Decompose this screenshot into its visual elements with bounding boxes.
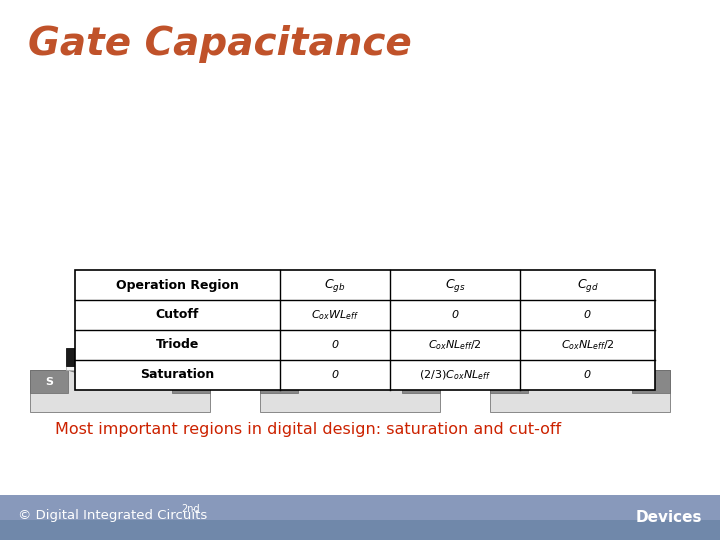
Text: 0: 0 (451, 310, 459, 320)
Text: Gate Capacitance: Gate Capacitance (28, 25, 412, 63)
Bar (75, 270, 655, 390)
Bar (402, 370, 440, 393)
Text: $C_{ox}WL_{eff}$: $C_{ox}WL_{eff}$ (311, 308, 359, 322)
Bar (0, 519, 720, 540)
Text: D: D (416, 376, 426, 387)
Text: G: G (345, 300, 355, 313)
Text: S: S (275, 376, 283, 387)
Bar (260, 370, 440, 412)
Text: Triode: Triode (156, 339, 199, 352)
Bar (0, 495, 720, 540)
Text: S: S (45, 376, 53, 387)
Text: 2nd: 2nd (181, 503, 199, 514)
Text: © Digital Integrated Circuits: © Digital Integrated Circuits (18, 509, 207, 522)
Text: Devices: Devices (636, 510, 702, 525)
Text: D: D (647, 376, 656, 387)
Bar (296, 366, 404, 370)
Text: $C_{gd}$: $C_{gd}$ (577, 276, 598, 294)
Text: $C_{gb}$: $C_{gb}$ (324, 276, 346, 294)
Bar (30, 370, 210, 412)
Text: Most important regions in digital design: saturation and cut-off: Most important regions in digital design… (55, 422, 561, 437)
Bar (490, 370, 528, 393)
Text: 0: 0 (584, 370, 591, 380)
Text: $C_{GC}$: $C_{GC}$ (594, 329, 615, 342)
Text: 0: 0 (331, 340, 338, 350)
Bar (66, 366, 174, 370)
Text: G: G (115, 300, 125, 313)
Text: $(2/3)C_{ox}NL_{eff}$: $(2/3)C_{ox}NL_{eff}$ (419, 368, 491, 382)
Text: D: D (186, 376, 196, 387)
Text: G: G (575, 300, 585, 313)
Bar (260, 370, 298, 393)
Bar (66, 348, 174, 366)
Text: $C_{gs}$: $C_{gs}$ (445, 276, 465, 294)
Bar (632, 370, 670, 393)
Bar (296, 348, 404, 366)
Bar (30, 370, 68, 393)
Text: $C_{ox}NL_{eff}/2$: $C_{ox}NL_{eff}/2$ (428, 338, 482, 352)
Text: $C_{ox}NL_{eff}/2$: $C_{ox}NL_{eff}/2$ (561, 338, 614, 352)
Text: Cutoff: Cutoff (156, 308, 199, 321)
Polygon shape (68, 370, 172, 380)
Bar (526, 366, 634, 370)
Text: $C_{GC}$: $C_{GC}$ (134, 329, 156, 342)
Text: Saturation: Saturation (140, 368, 215, 381)
Text: S: S (505, 376, 513, 387)
Bar (172, 370, 210, 393)
Text: 0: 0 (331, 370, 338, 380)
Text: 0: 0 (584, 310, 591, 320)
Bar (526, 348, 634, 366)
Text: Operation Region: Operation Region (116, 279, 239, 292)
Text: $C_{GC}$: $C_{GC}$ (364, 329, 385, 342)
Bar (490, 370, 670, 412)
